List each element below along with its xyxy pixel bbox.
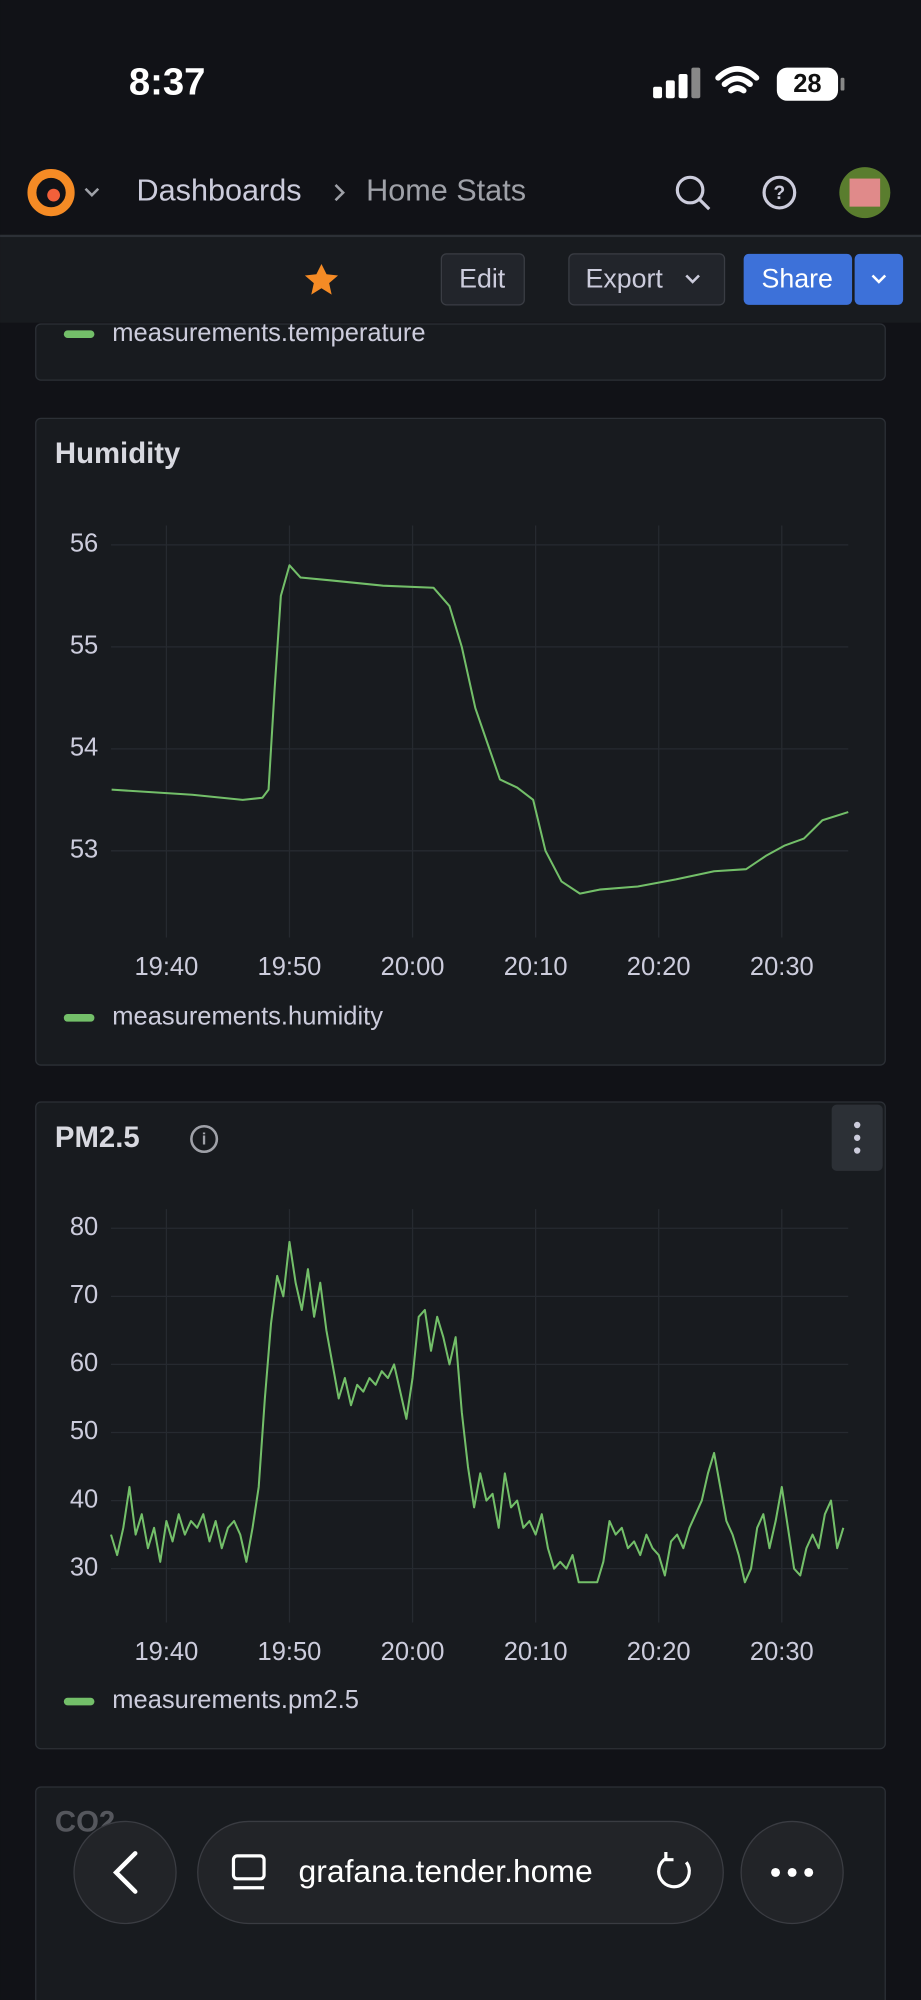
y-tick-label: 70 [70,1281,98,1309]
breadcrumb-separator [334,184,345,202]
y-tick-label: 54 [70,734,98,762]
y-tick-label: 55 [70,632,98,660]
x-tick-label: 20:20 [627,1638,691,1666]
share-button[interactable] [743,253,853,305]
battery-level: 28 [793,70,821,98]
legend-swatch [63,1014,95,1022]
signal-icon [653,67,701,99]
humidity-panel [35,417,886,1066]
tab-icon [231,1854,266,1890]
wifi-icon [715,66,760,94]
panel-title: PM2.5 [55,1121,140,1154]
legend-label: measurements.humidity [112,1003,383,1031]
export-label: Export [585,264,663,294]
help-icon[interactable] [762,175,797,210]
url: grafana.tender.home [299,1853,593,1889]
x-tick-label: 19:40 [134,953,198,981]
charts: Humidity 53 54 55 56 19:40 19:50 20:00 20:10 20:2… [55,437,849,1714]
help-mark: ? [774,183,786,204]
grafana-logo[interactable] [27,169,75,217]
menu-dots [853,1121,861,1154]
x-tick-label: 20:30 [750,953,814,981]
url-bar[interactable] [197,1820,724,1925]
y-tick-label: 56 [70,530,98,558]
panel-title: Humidity [55,437,181,470]
temperature-panel [35,323,886,381]
back-button[interactable] [73,1820,177,1925]
breadcrumb-dashboards[interactable]: Dashboards [137,174,302,208]
battery-icon [776,67,839,101]
x-tick-label: 20:10 [504,953,568,981]
y-tick-label: 53 [70,836,98,864]
y-tick-label: 50 [70,1417,98,1445]
legend-swatch [63,1697,95,1706]
breadcrumb-current: Home Stats [366,174,526,208]
x-tick-label: 20:10 [504,1638,568,1666]
y-tick-label: 30 [70,1553,98,1581]
edit-label: Edit [459,264,506,294]
y-tick-label: 40 [70,1485,98,1513]
x-tick-label: 20:20 [627,953,691,981]
info-mark: i [202,1130,207,1149]
edit-button[interactable] [440,253,525,306]
series-line [111,564,849,895]
more-icon [771,1867,814,1877]
reload-icon[interactable] [657,1852,691,1889]
x-tick-label: 20:00 [381,953,445,981]
battery-tip [840,77,845,91]
x-tick-label: 20:30 [750,1638,814,1666]
star-icon[interactable] [304,264,339,295]
legend-label: measurements.temperature [112,319,425,347]
share-label: Share [762,264,833,294]
grafana-logo-core [47,188,60,202]
share-dropdown[interactable] [854,253,904,305]
logo-chevron [84,187,100,197]
share-chevron [871,274,887,284]
legend-label: measurements.pm2.5 [112,1686,359,1714]
info-icon[interactable] [190,1124,219,1154]
export-chevron [685,274,700,284]
x-tick-label: 19:50 [258,1638,322,1666]
x-tick-label: 19:50 [258,953,322,981]
x-tick-label: 20:00 [381,1638,445,1666]
pm25-panel [35,1101,886,1750]
clock: 8:37 [129,60,206,103]
back-icon [112,1851,138,1894]
y-tick-label: 80 [70,1213,98,1241]
avatar-face [849,178,881,207]
series-line [110,1240,845,1584]
search-icon[interactable] [675,175,711,211]
x-tick-label: 19:40 [134,1638,198,1666]
legend-swatch [63,330,95,339]
export-button[interactable] [568,253,726,306]
y-tick-label: 60 [70,1349,98,1377]
